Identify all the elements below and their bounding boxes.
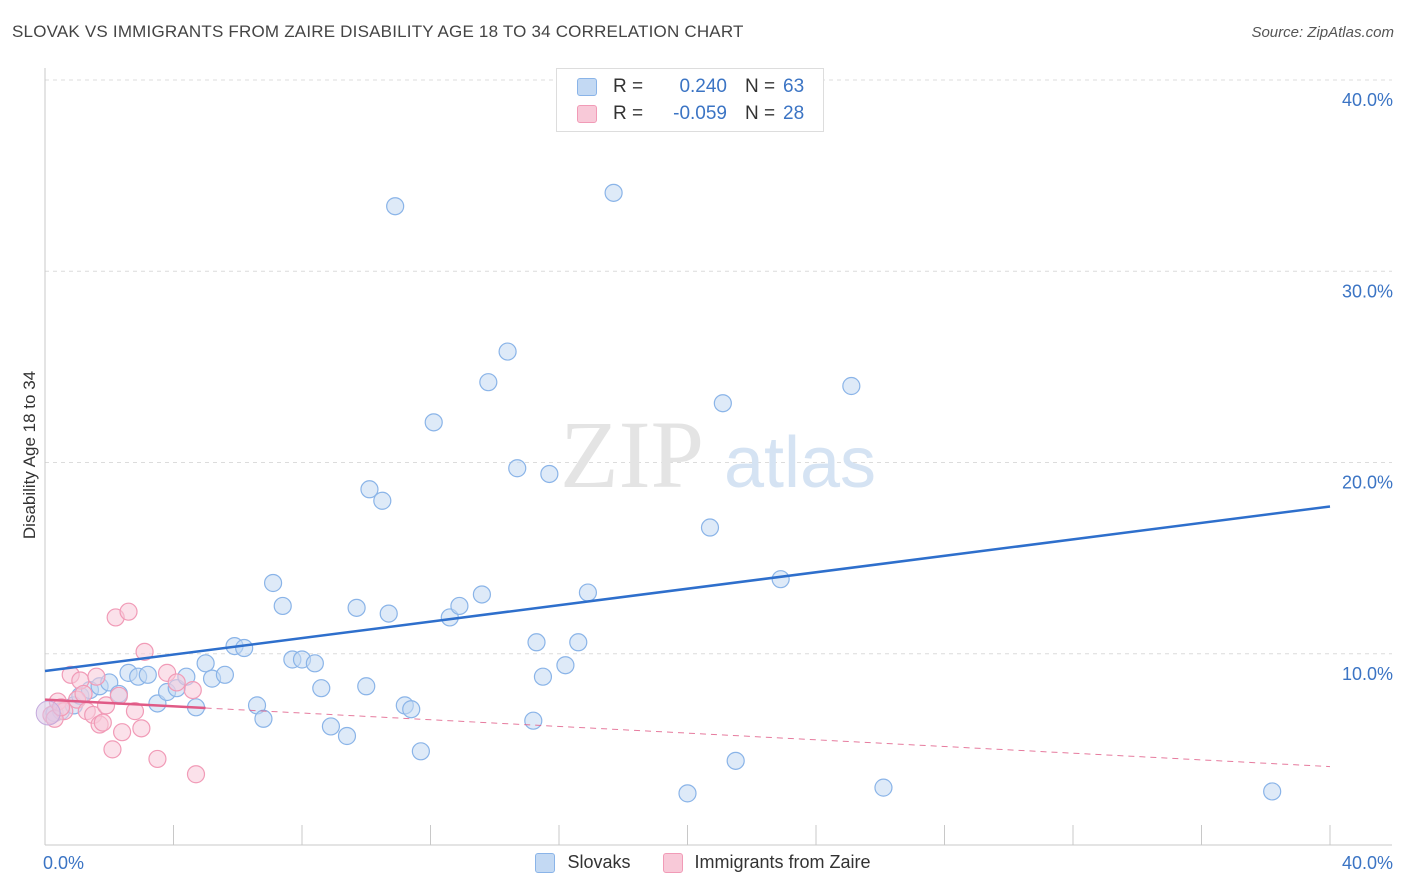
data-point — [112, 723, 132, 742]
data-point — [498, 342, 517, 361]
legend-n-value: 63 — [783, 76, 805, 97]
y-tick-label: 30.0% — [1342, 281, 1393, 301]
data-point — [540, 464, 559, 484]
data-point — [109, 686, 128, 705]
watermark-atlas: atlas — [724, 423, 876, 503]
data-point — [235, 638, 254, 658]
legend-n-label: N = — [745, 76, 776, 97]
legend-label-zaire: Immigrants from Zaire — [694, 852, 871, 872]
data-point-cluster — [35, 700, 61, 726]
data-point — [450, 596, 469, 616]
legend-row-zaire: R = -0.059 N = 28 — [577, 102, 804, 126]
data-point — [305, 654, 324, 673]
data-point — [148, 749, 167, 769]
data-point — [87, 667, 106, 686]
data-point — [135, 642, 154, 661]
data-point — [96, 696, 116, 715]
data-point — [700, 518, 720, 537]
trend-line-extension-zaire — [205, 707, 1331, 768]
data-point — [604, 183, 623, 202]
x-tick-label-max: 40.0% — [1342, 853, 1393, 873]
data-point — [379, 604, 398, 623]
legend-item-slovaks[interactable]: Slovaks — [535, 852, 631, 873]
data-point — [874, 778, 893, 797]
data-point — [273, 596, 292, 616]
legend-swatch-slovaks — [577, 78, 597, 96]
legend-swatch-slovaks — [535, 852, 556, 873]
data-point — [713, 394, 732, 413]
data-point — [533, 667, 553, 686]
data-point — [263, 573, 283, 593]
data-point — [196, 654, 215, 673]
watermark-zip: ZIP — [560, 401, 704, 508]
data-point — [138, 665, 157, 684]
data-point — [125, 702, 145, 721]
data-point — [360, 480, 379, 499]
data-point — [347, 598, 366, 617]
y-axis-label: Disability Age 18 to 34 — [20, 370, 39, 540]
data-point — [424, 413, 443, 432]
data-point — [337, 726, 357, 746]
data-point — [357, 677, 376, 696]
data-point — [167, 673, 186, 692]
legend-item-zaire[interactable]: Immigrants from Zaire — [662, 852, 871, 873]
data-point — [119, 602, 138, 621]
legend-r-value: 0.240 — [679, 76, 727, 97]
data-point — [1263, 782, 1282, 801]
data-point — [771, 570, 790, 589]
data-point — [479, 373, 498, 392]
legend-swatch-zaire — [577, 105, 597, 123]
data-point — [678, 784, 697, 803]
trend-line-zaire — [44, 698, 206, 710]
legend-row-slovaks: R = 0.240 N = 63 — [577, 75, 804, 99]
chart-title: SLOVAK VS IMMIGRANTS FROM ZAIRE DISABILI… — [12, 22, 744, 41]
legend-swatch-zaire — [662, 852, 683, 873]
data-point — [524, 711, 543, 730]
data-point — [215, 665, 234, 684]
points-layer — [35, 183, 1282, 803]
x-tick-label-min: 0.0% — [43, 853, 84, 873]
data-point — [183, 680, 202, 700]
data-point — [842, 376, 861, 396]
data-point — [402, 700, 421, 719]
legend-n-value: 28 — [783, 103, 805, 124]
series-legend: Slovaks Immigrants from Zaire — [0, 852, 1406, 873]
legend-n-label: N = — [745, 103, 776, 124]
data-point — [472, 585, 491, 604]
data-point — [103, 740, 122, 759]
data-point — [321, 717, 341, 736]
data-point — [186, 765, 206, 784]
axis-layer — [44, 68, 1392, 846]
data-point — [74, 684, 93, 704]
legend-r-value: -0.059 — [673, 103, 727, 124]
grid-layer — [45, 79, 1392, 655]
data-point — [508, 459, 527, 478]
data-point — [527, 633, 546, 652]
trend-line-slovaks — [44, 505, 1331, 673]
stats-legend: R = 0.240 N = 63 R = -0.059 N = 28 — [556, 68, 824, 132]
data-point — [578, 583, 598, 602]
chart-source: Source: ZipAtlas.com — [1251, 24, 1394, 41]
data-point — [556, 656, 575, 675]
data-point — [411, 742, 430, 761]
data-point — [132, 719, 151, 738]
data-point — [386, 197, 405, 216]
y-tick-label: 40.0% — [1342, 90, 1393, 110]
data-point — [254, 709, 273, 728]
legend-label-slovaks: Slovaks — [567, 852, 631, 872]
data-point — [312, 679, 331, 698]
data-point — [726, 751, 745, 770]
data-point — [569, 633, 588, 652]
y-tick-label: 10.0% — [1342, 664, 1393, 684]
legend-r-label: R = — [613, 76, 644, 97]
tick-labels: 10.0% 20.0% 30.0% 40.0% 0.0% 40.0% — [43, 90, 1393, 873]
watermark: ZIP atlas — [560, 401, 876, 508]
legend-r-label: R = — [613, 103, 644, 124]
trend-layer — [44, 505, 1331, 768]
y-tick-label: 20.0% — [1342, 473, 1393, 493]
data-point — [373, 491, 392, 510]
data-point — [93, 713, 112, 732]
